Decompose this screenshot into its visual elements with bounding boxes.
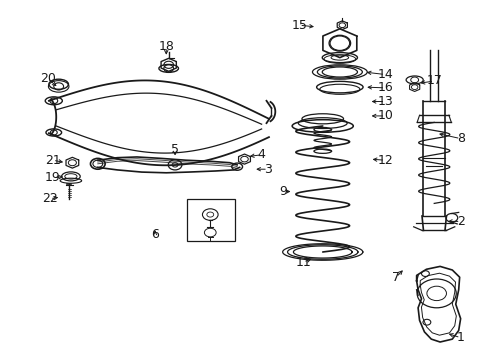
Text: 14: 14: [377, 68, 392, 81]
Text: 16: 16: [377, 81, 392, 94]
Text: 21: 21: [45, 154, 61, 167]
Text: 9: 9: [279, 185, 287, 198]
Text: 12: 12: [377, 154, 392, 167]
Text: 5: 5: [171, 143, 179, 156]
Text: 20: 20: [40, 72, 56, 85]
Text: 10: 10: [377, 109, 392, 122]
Text: 2: 2: [456, 215, 464, 228]
Text: 15: 15: [291, 19, 306, 32]
Text: 7: 7: [391, 271, 399, 284]
Text: 13: 13: [377, 95, 392, 108]
Text: 19: 19: [45, 171, 61, 184]
Bar: [186, 199, 234, 241]
Text: 8: 8: [456, 132, 464, 145]
Text: 4: 4: [257, 148, 265, 161]
Text: 22: 22: [42, 192, 58, 205]
Text: 6: 6: [151, 228, 159, 241]
Text: 3: 3: [264, 163, 271, 176]
Text: 18: 18: [158, 40, 174, 53]
Text: 17: 17: [426, 75, 441, 87]
Text: 11: 11: [295, 256, 310, 269]
Text: 1: 1: [456, 331, 464, 344]
